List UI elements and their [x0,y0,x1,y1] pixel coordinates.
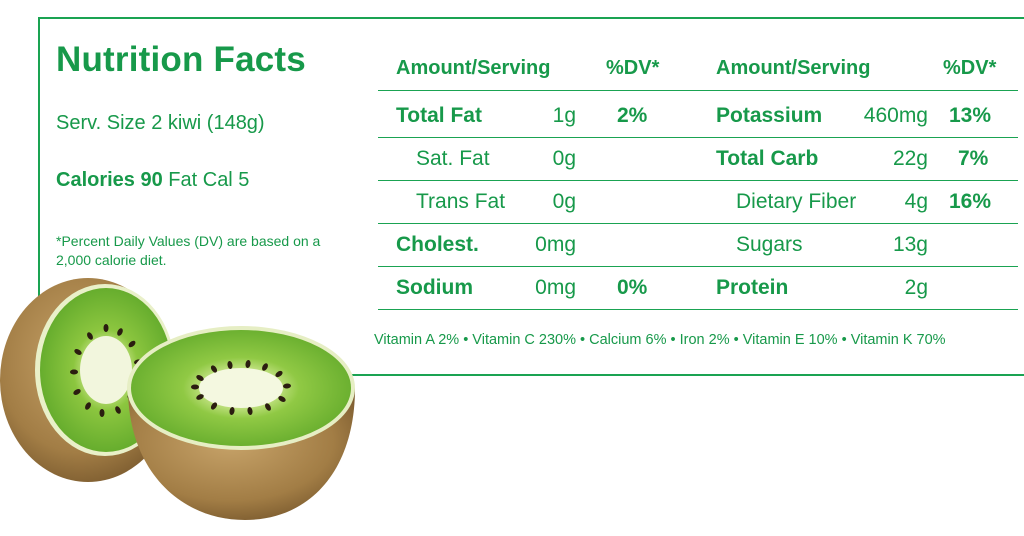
left-amount-header: Amount/Serving [396,57,551,79]
calories-value: Calories 90 [56,169,163,191]
sat-fat-amount: 0g [552,147,576,170]
potassium-amount: 460mg [863,104,928,127]
sat-fat-label: Sat. Fat [416,147,490,170]
total-carb-label: Total Carb [716,147,819,170]
dietary-fiber-amount: 4g [904,190,928,213]
total-fat-dv: 2% [617,104,648,127]
right-dv-header: %DV* [943,57,997,79]
total-fat-amount: 1g [552,104,576,127]
right-amount-header: Amount/Serving [716,57,871,79]
page-title: Nutrition Facts [56,40,306,79]
potassium-label: Potassium [716,104,823,127]
row-divider [378,223,1018,224]
sugars-label: Sugars [736,233,803,256]
cholesterol-amount: 0mg [535,233,576,256]
row-divider [378,180,1018,181]
protein-label: Protein [716,276,789,299]
dietary-fiber-label: Dietary Fiber [736,190,857,213]
row-divider [378,309,1018,310]
total-carb-dv: 7% [958,147,989,170]
total-fat-label: Total Fat [396,104,482,127]
row-divider [378,90,1018,91]
kiwi-half-front [127,326,355,520]
sodium-dv: 0% [617,276,648,299]
calories-line: Calories 90 Fat Cal 5 [56,169,249,192]
sodium-label: Sodium [396,276,473,299]
sodium-amount: 0mg [535,276,576,299]
daily-value-footnote: *Percent Daily Values (DV) are based on … [56,233,321,268]
total-carb-amount: 22g [892,147,928,170]
fat-calories: Fat Cal 5 [162,169,250,191]
trans-fat-label: Trans Fat [416,190,506,213]
cholesterol-label: Cholest. [396,233,479,256]
serving-size: Serv. Size 2 kiwi (148g) [56,112,265,134]
vitamins-line: Vitamin A 2% • Vitamin C 230% • Calcium … [374,332,946,348]
sugars-amount: 13g [892,233,928,256]
row-divider [378,266,1018,267]
row-divider [378,137,1018,138]
left-dv-header: %DV* [606,57,660,79]
dietary-fiber-dv: 16% [949,190,992,213]
kiwi-illustration [0,278,355,520]
potassium-dv: 13% [949,104,992,127]
protein-amount: 2g [904,276,928,299]
trans-fat-amount: 0g [552,190,576,213]
nutrition-panel-border [38,17,1024,376]
